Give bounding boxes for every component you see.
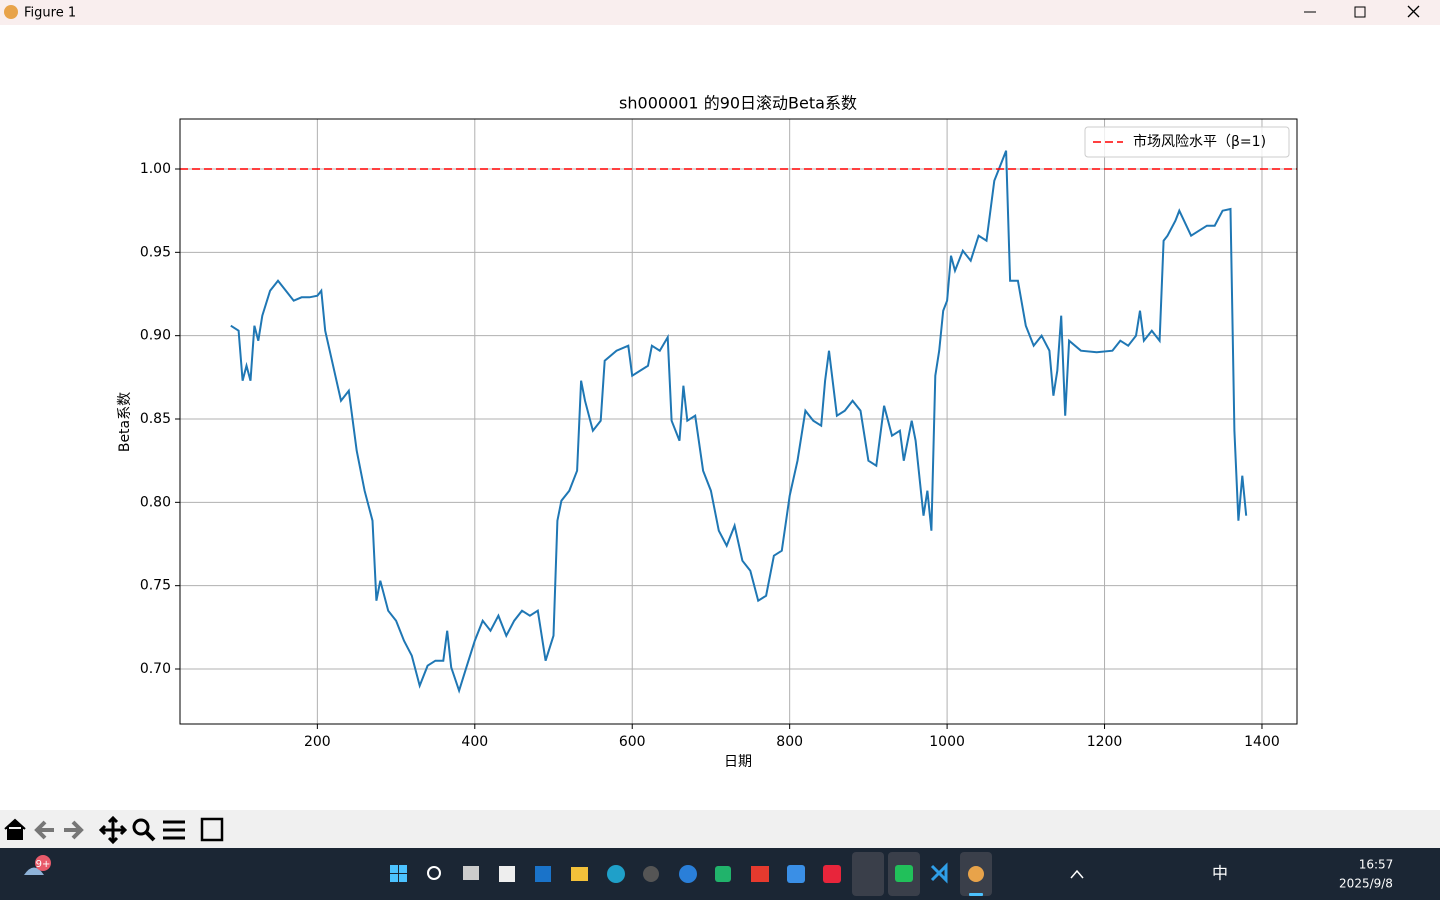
configure-button[interactable] (163, 820, 185, 840)
forward-button[interactable] (64, 820, 84, 840)
title-bar (0, 0, 1440, 25)
legend (1084, 126, 1290, 158)
clock-date[interactable]: 2025/9/8 (1339, 877, 1393, 891)
y-tick-label: 0.95 (140, 244, 171, 260)
start-button-part (390, 874, 398, 882)
app-icon[interactable] (751, 866, 769, 882)
x-tick-label: 600 (619, 734, 646, 750)
pan-button[interactable] (98, 815, 128, 845)
axes-frame (179, 118, 1298, 725)
home-button[interactable] (4, 818, 26, 840)
app-icon[interactable] (643, 866, 659, 882)
app-icon[interactable] (823, 865, 841, 883)
wechat-icon (895, 865, 913, 882)
chart-title: sh000001 的90日滚动Beta系数 (619, 94, 857, 113)
badge (35, 855, 51, 871)
save-button[interactable] (200, 817, 224, 842)
badge-text: 9+ (36, 859, 51, 870)
python-icon (968, 866, 984, 882)
x-tick-label: 1200 (1087, 734, 1123, 750)
app-icon[interactable] (787, 865, 805, 883)
maximize-button[interactable] (1354, 6, 1366, 18)
app-icon[interactable] (679, 865, 697, 883)
start-button-part (399, 865, 407, 873)
app-icon[interactable] (499, 866, 515, 882)
window-title: Figure 1 (24, 6, 76, 21)
y-tick-label: 0.70 (140, 661, 171, 677)
search-button[interactable] (427, 866, 441, 880)
zoom-handle (144, 830, 156, 842)
y-tick-label: 1.00 (140, 161, 171, 177)
y-axis-label: Beta系数 (117, 392, 133, 452)
taskbar-apps (390, 852, 992, 896)
x-tick-label: 1000 (929, 734, 965, 750)
start-button-part (399, 874, 407, 882)
toolbar (0, 810, 1440, 848)
active-indicator (969, 893, 983, 896)
zoom-button[interactable] (132, 818, 150, 836)
app-icon[interactable] (571, 867, 588, 881)
data-line (230, 150, 1248, 694)
legend-label: 市场风险水平（β=1) (1133, 133, 1266, 150)
x-axis-label: 日期 (724, 754, 752, 770)
start-button[interactable] (390, 865, 398, 873)
back-button[interactable] (34, 820, 54, 840)
active-app[interactable] (852, 852, 884, 896)
y-tick-label: 0.85 (140, 411, 171, 427)
app-icon[interactable] (463, 866, 479, 880)
app-icon (4, 5, 18, 19)
chart: sh000001 的90日滚动Beta系数 日期 Beta系数 200 400 60… (117, 94, 1298, 770)
app-icon[interactable] (535, 866, 551, 882)
x-tick-label: 1400 (1244, 734, 1280, 750)
app-icon[interactable] (715, 866, 731, 882)
x-tick-label: 400 (461, 734, 488, 750)
y-tick-label: 0.90 (140, 328, 171, 344)
y-tick-label: 0.80 (140, 494, 171, 510)
app-icon[interactable] (607, 865, 625, 883)
x-tick-label: 200 (304, 734, 331, 750)
x-tick-label: 800 (776, 734, 803, 750)
close-button[interactable] (1407, 5, 1420, 18)
tray-expand[interactable] (1070, 869, 1084, 879)
clock-time[interactable]: 16:57 (1359, 858, 1394, 872)
vscode-icon[interactable] (930, 862, 948, 884)
ime-indicator[interactable]: 中 (1212, 864, 1228, 883)
y-tick-label: 0.75 (140, 578, 171, 594)
